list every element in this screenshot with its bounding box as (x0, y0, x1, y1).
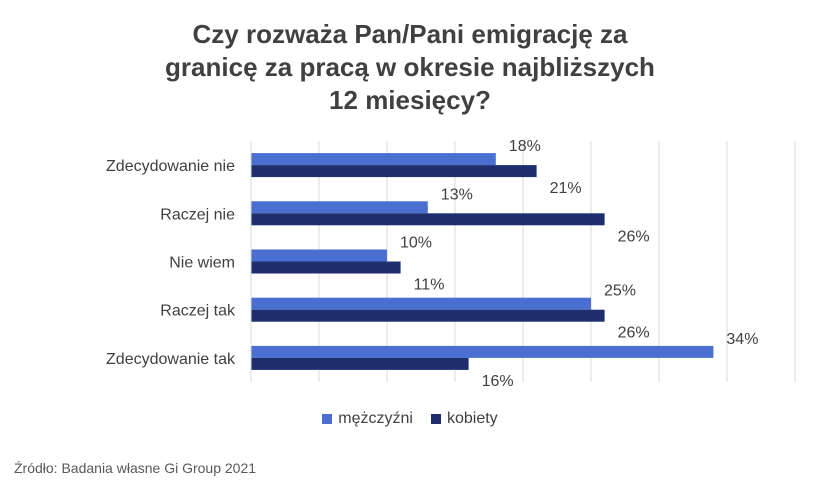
legend-swatch-men (322, 414, 333, 424)
category-label: Raczej nie (160, 206, 235, 223)
data-label: 26% (618, 228, 650, 245)
bar (251, 153, 496, 166)
chart-title-line-3: 12 miesięcy? (329, 85, 491, 115)
data-label: 13% (441, 186, 473, 203)
bar (251, 249, 387, 262)
bar (251, 309, 605, 322)
category-label: Zdecydowanie nie (106, 158, 235, 175)
chart-title-line-2: granicę za pracą w okresie najbliższych (165, 52, 655, 82)
data-label: 26% (618, 325, 650, 342)
chart-title-line-1: Czy rozważa Pan/Pani emigrację za (192, 19, 628, 49)
data-label: 21% (550, 180, 582, 197)
category-label: Zdecydowanie tak (106, 351, 236, 368)
data-label: 11% (414, 277, 445, 294)
legend-swatch-women (430, 414, 441, 424)
bar (251, 345, 714, 358)
bar (251, 213, 605, 226)
legend-label-men: mężczyźni (338, 410, 413, 427)
data-label: 10% (400, 235, 432, 252)
category-label: Raczej tak (160, 303, 236, 320)
bar (251, 261, 401, 274)
legend: mężczyźni kobiety (0, 410, 820, 428)
chart-title: Czy rozważa Pan/Pani emigrację za granic… (130, 18, 690, 117)
data-label: 34% (726, 331, 758, 348)
bar (251, 165, 537, 178)
legend-item-men: mężczyźni (322, 410, 413, 428)
data-label: 25% (604, 283, 636, 300)
bar (251, 297, 591, 310)
bar (251, 357, 469, 370)
data-label: 16% (482, 373, 514, 390)
bar (251, 201, 428, 214)
category-label: Nie wiem (169, 255, 235, 272)
data-label: 18% (509, 138, 541, 155)
legend-item-women: kobiety (430, 410, 498, 428)
source-note: Źródło: Badania własne Gi Group 2021 (14, 460, 257, 476)
legend-label-women: kobiety (446, 410, 498, 427)
